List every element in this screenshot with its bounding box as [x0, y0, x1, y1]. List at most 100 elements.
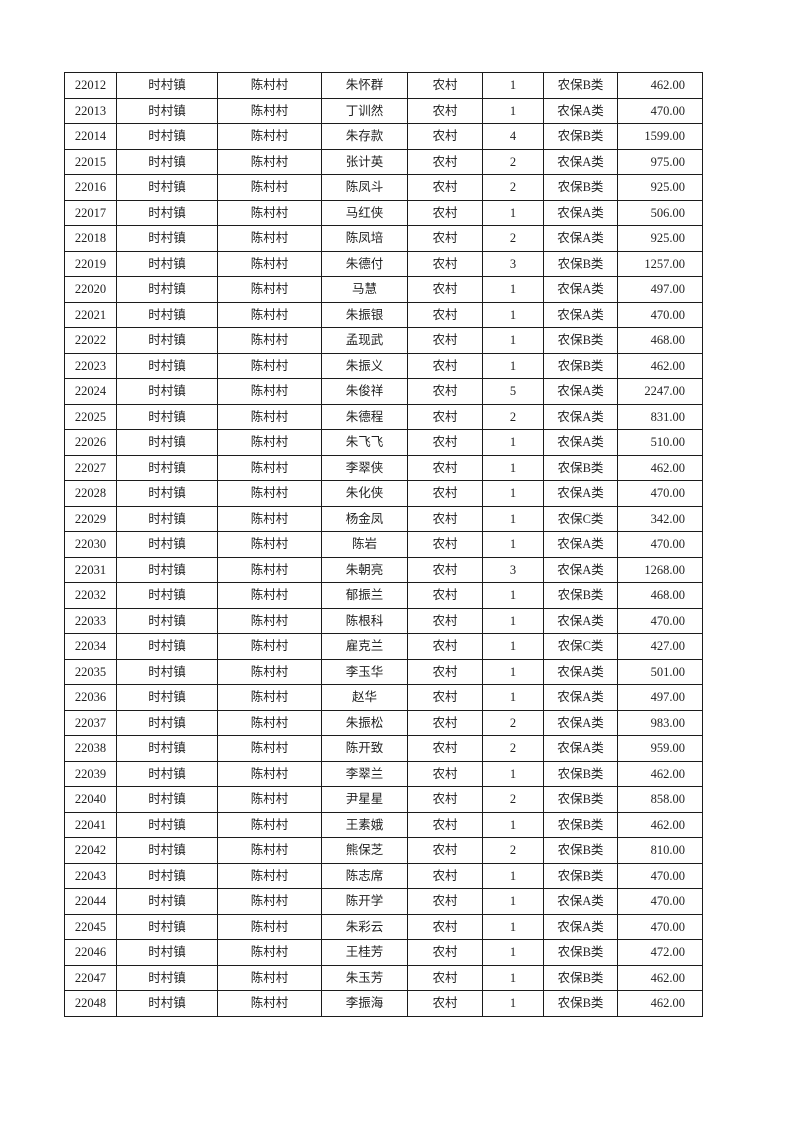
cell-town: 时村镇 — [116, 454, 218, 481]
cell-village: 陈村村 — [217, 378, 322, 405]
cell-count: 1 — [482, 939, 544, 966]
cell-count: 1 — [482, 531, 544, 558]
cell-name: 朱德付 — [321, 250, 408, 277]
cell-amount: 470.00 — [617, 862, 703, 889]
cell-residence: 农村 — [407, 174, 483, 201]
cell-village: 陈村村 — [217, 939, 322, 966]
cell-village: 陈村村 — [217, 225, 322, 252]
cell-id: 22045 — [64, 913, 117, 940]
cell-name: 陈根科 — [321, 607, 408, 634]
cell-town: 时村镇 — [116, 811, 218, 838]
cell-residence: 农村 — [407, 352, 483, 379]
cell-village: 陈村村 — [217, 862, 322, 889]
cell-name: 朱化侠 — [321, 480, 408, 507]
cell-name: 陈凤斗 — [321, 174, 408, 201]
cell-village: 陈村村 — [217, 301, 322, 328]
cell-amount: 462.00 — [617, 964, 703, 991]
cell-count: 1 — [482, 964, 544, 991]
cell-residence: 农村 — [407, 378, 483, 405]
cell-residence: 农村 — [407, 199, 483, 226]
cell-category: 农保B类 — [543, 174, 618, 201]
cell-id: 22032 — [64, 582, 117, 609]
table-row: 22033 时村镇 陈村村 陈根科 农村 1 农保A类 470.00 — [64, 607, 703, 634]
table-row: 22028 时村镇 陈村村 朱化侠 农村 1 农保A类 470.00 — [64, 480, 703, 507]
cell-count: 4 — [482, 123, 544, 150]
cell-category: 农保B类 — [543, 939, 618, 966]
cell-count: 5 — [482, 378, 544, 405]
cell-town: 时村镇 — [116, 276, 218, 303]
table-row: 22032 时村镇 陈村村 郁振兰 农村 1 农保B类 468.00 — [64, 582, 703, 609]
cell-name: 尹星星 — [321, 786, 408, 813]
cell-amount: 975.00 — [617, 148, 703, 175]
cell-amount: 427.00 — [617, 633, 703, 660]
cell-residence: 农村 — [407, 276, 483, 303]
cell-town: 时村镇 — [116, 148, 218, 175]
cell-id: 22018 — [64, 225, 117, 252]
cell-amount: 462.00 — [617, 990, 703, 1017]
cell-village: 陈村村 — [217, 633, 322, 660]
cell-town: 时村镇 — [116, 225, 218, 252]
cell-category: 农保B类 — [543, 964, 618, 991]
cell-town: 时村镇 — [116, 556, 218, 583]
cell-residence: 农村 — [407, 123, 483, 150]
cell-amount: 858.00 — [617, 786, 703, 813]
cell-residence: 农村 — [407, 327, 483, 354]
cell-village: 陈村村 — [217, 480, 322, 507]
cell-name: 陈开致 — [321, 735, 408, 762]
table-row: 22027 时村镇 陈村村 李翠侠 农村 1 农保B类 462.00 — [64, 454, 703, 481]
cell-amount: 462.00 — [617, 811, 703, 838]
cell-town: 时村镇 — [116, 174, 218, 201]
cell-residence: 农村 — [407, 709, 483, 736]
cell-village: 陈村村 — [217, 735, 322, 762]
cell-village: 陈村村 — [217, 454, 322, 481]
cell-residence: 农村 — [407, 735, 483, 762]
cell-village: 陈村村 — [217, 658, 322, 685]
cell-name: 杨金凤 — [321, 505, 408, 532]
cell-category: 农保A类 — [543, 480, 618, 507]
cell-name: 朱玉芳 — [321, 964, 408, 991]
cell-amount: 506.00 — [617, 199, 703, 226]
cell-name: 雇克兰 — [321, 633, 408, 660]
cell-town: 时村镇 — [116, 913, 218, 940]
cell-category: 农保A类 — [543, 276, 618, 303]
cell-id: 22039 — [64, 760, 117, 787]
cell-amount: 462.00 — [617, 454, 703, 481]
cell-town: 时村镇 — [116, 939, 218, 966]
cell-village: 陈村村 — [217, 250, 322, 277]
table-row: 22037 时村镇 陈村村 朱振松 农村 2 农保A类 983.00 — [64, 709, 703, 736]
cell-category: 农保B类 — [543, 862, 618, 889]
cell-count: 2 — [482, 709, 544, 736]
cell-town: 时村镇 — [116, 607, 218, 634]
cell-residence: 农村 — [407, 837, 483, 864]
table-row: 22021 时村镇 陈村村 朱振银 农村 1 农保A类 470.00 — [64, 301, 703, 328]
cell-count: 3 — [482, 250, 544, 277]
cell-count: 1 — [482, 582, 544, 609]
cell-village: 陈村村 — [217, 684, 322, 711]
cell-category: 农保A类 — [543, 735, 618, 762]
cell-village: 陈村村 — [217, 964, 322, 991]
cell-village: 陈村村 — [217, 199, 322, 226]
cell-village: 陈村村 — [217, 531, 322, 558]
cell-amount: 472.00 — [617, 939, 703, 966]
cell-village: 陈村村 — [217, 837, 322, 864]
cell-residence: 农村 — [407, 913, 483, 940]
table-row: 22015 时村镇 陈村村 张计英 农村 2 农保A类 975.00 — [64, 148, 703, 175]
cell-town: 时村镇 — [116, 964, 218, 991]
cell-count: 1 — [482, 199, 544, 226]
cell-category: 农保A类 — [543, 888, 618, 915]
cell-category: 农保A类 — [543, 684, 618, 711]
table-row: 22022 时村镇 陈村村 孟现武 农村 1 农保B类 468.00 — [64, 327, 703, 354]
cell-name: 王素娥 — [321, 811, 408, 838]
cell-amount: 983.00 — [617, 709, 703, 736]
cell-residence: 农村 — [407, 531, 483, 558]
cell-name: 马慧 — [321, 276, 408, 303]
cell-village: 陈村村 — [217, 403, 322, 430]
cell-name: 朱飞飞 — [321, 429, 408, 456]
cell-id: 22040 — [64, 786, 117, 813]
cell-id: 22029 — [64, 505, 117, 532]
cell-count: 1 — [482, 301, 544, 328]
table-row: 22041 时村镇 陈村村 王素娥 农村 1 农保B类 462.00 — [64, 811, 703, 838]
table-row: 22043 时村镇 陈村村 陈志席 农村 1 农保B类 470.00 — [64, 862, 703, 889]
cell-residence: 农村 — [407, 582, 483, 609]
cell-count: 1 — [482, 607, 544, 634]
